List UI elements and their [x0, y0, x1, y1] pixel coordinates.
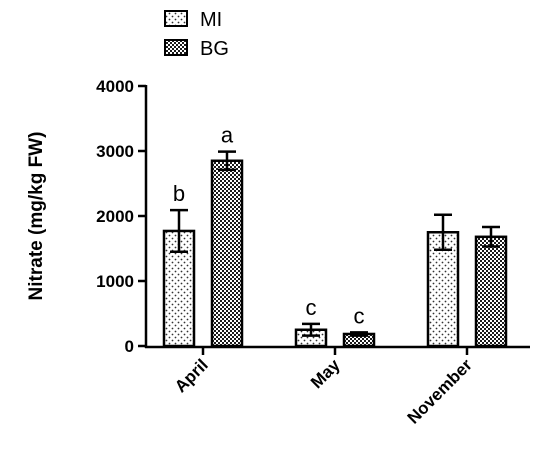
significance-letter: b: [173, 181, 185, 206]
legend-item-bg: BG: [164, 38, 229, 60]
legend-label-bg: BG: [200, 38, 229, 60]
legend-swatch-bg: [164, 39, 188, 56]
y-tick-label: 4000: [96, 77, 134, 96]
y-ticks: 0 1000 2000 3000 4000: [96, 77, 146, 356]
significance-letter: a: [221, 123, 234, 148]
x-tick-label: April: [171, 355, 212, 396]
legend-label-mi: MI: [200, 9, 222, 31]
legend-swatch-mi: [164, 10, 188, 27]
y-tick-label: 2000: [96, 207, 134, 226]
y-tick-label: 1000: [96, 272, 134, 291]
x-tick-label: May: [307, 355, 344, 392]
bar-bg-november: [474, 235, 508, 348]
x-tick-label: November: [404, 355, 476, 427]
y-tick-label: 3000: [96, 142, 134, 161]
legend: MI BG: [164, 9, 229, 60]
significance-letter: c: [306, 295, 317, 320]
bars: b a c c: [162, 123, 508, 348]
legend-item-mi: MI: [164, 9, 222, 31]
x-categories: April May November: [171, 347, 476, 428]
y-axis-title: Nitrate (mg/kg FW): [26, 132, 47, 301]
bar-bg-april: [210, 159, 244, 348]
significance-letter: c: [354, 303, 365, 328]
y-tick-label: 0: [125, 337, 134, 356]
bar-mi-november: [426, 231, 460, 348]
